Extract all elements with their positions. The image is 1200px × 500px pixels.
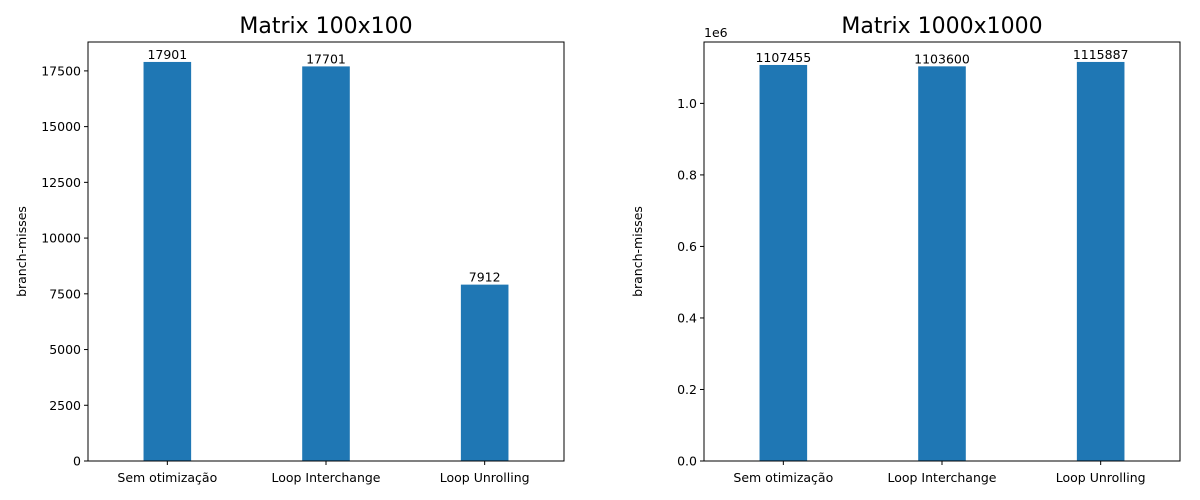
x-tick-label: Loop Interchange (271, 470, 380, 485)
y-tick-label: 1.0 (677, 96, 697, 111)
y-tick-label: 12500 (41, 175, 81, 190)
y-tick-label: 7500 (49, 286, 81, 301)
x-tick-label: Loop Interchange (887, 470, 996, 485)
data-label: 7912 (469, 270, 501, 285)
y-tick-label: 2500 (49, 398, 81, 413)
y-tick-label: 5000 (49, 342, 81, 357)
data-label: 1115887 (1073, 47, 1129, 62)
bar (918, 66, 966, 462)
bar (759, 64, 808, 462)
y-tick-label: 0.2 (677, 382, 697, 397)
chart-matrix-1000: 1107455 1103600 1115887 0.0 0.2 0.4 0.6 0.8 1.0 S… (630, 14, 1181, 485)
x-tick-label: Loop Unrolling (1056, 470, 1146, 485)
y-tick-label: 0.6 (677, 239, 697, 254)
y-tick-label: 0 (73, 454, 81, 469)
data-label: 1103600 (914, 51, 970, 66)
bar (143, 61, 192, 461)
y-tick-label: 0.4 (677, 310, 697, 325)
bar (1076, 61, 1125, 461)
y-axis-label: branch-misses (14, 206, 29, 297)
y-axis-label: branch-misses (630, 206, 645, 297)
data-label: 17901 (147, 47, 187, 62)
y-tick-label: 17500 (41, 63, 81, 78)
x-tick-label: Sem otimização (733, 470, 833, 485)
bar (302, 66, 350, 461)
y-tick-label: 15000 (41, 119, 81, 134)
y-tick-label: 0.8 (677, 167, 697, 182)
axis-offset-label: 1e6 (704, 25, 728, 40)
y-tick-label: 10000 (41, 231, 81, 246)
x-tick-label: Loop Unrolling (440, 470, 530, 485)
x-tick-label: Sem otimização (117, 470, 217, 485)
data-label: 1107455 (755, 50, 811, 65)
chart-title: Matrix 100x100 (239, 14, 412, 39)
chart-title: Matrix 1000x1000 (841, 14, 1042, 39)
data-label: 17701 (306, 51, 346, 66)
y-tick-label: 0.0 (677, 454, 697, 469)
bar (460, 284, 509, 461)
chart-matrix-100: 17901 17701 7912 0 2500 5000 7500 10000 12500 150… (14, 14, 565, 485)
